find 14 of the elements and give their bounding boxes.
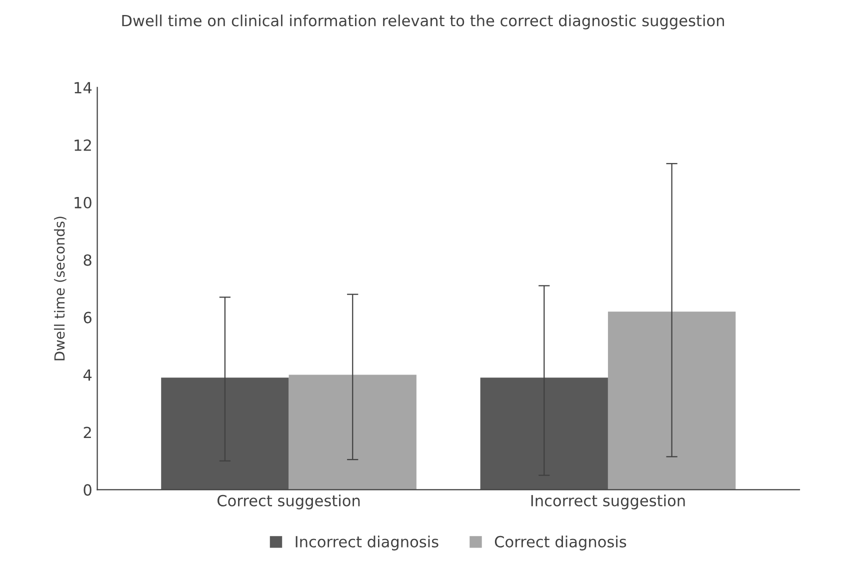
y-tick-label: 0 <box>84 484 92 496</box>
y-axis-title: Dwell time (seconds) <box>54 216 66 360</box>
y-tick-label: 6 <box>84 312 92 324</box>
y-tick-label: 4 <box>83 369 92 381</box>
y-tick-label: 2 <box>84 426 91 438</box>
y-tick-label: 8 <box>84 254 92 266</box>
y-tick-label: 12 <box>74 139 91 151</box>
legend-label: Incorrect diagnosis <box>296 536 438 550</box>
y-tick-label: 14 <box>74 82 92 94</box>
y-tick-label: 10 <box>74 196 92 208</box>
x-tick-label: Incorrect suggestion <box>531 494 685 510</box>
x-tick-label: Correct suggestion <box>218 494 360 510</box>
chart-title: Dwell time on clinical information relevant to the correct diagnostic suggestion <box>122 14 724 30</box>
legend-label: Correct diagnosis <box>494 536 626 550</box>
